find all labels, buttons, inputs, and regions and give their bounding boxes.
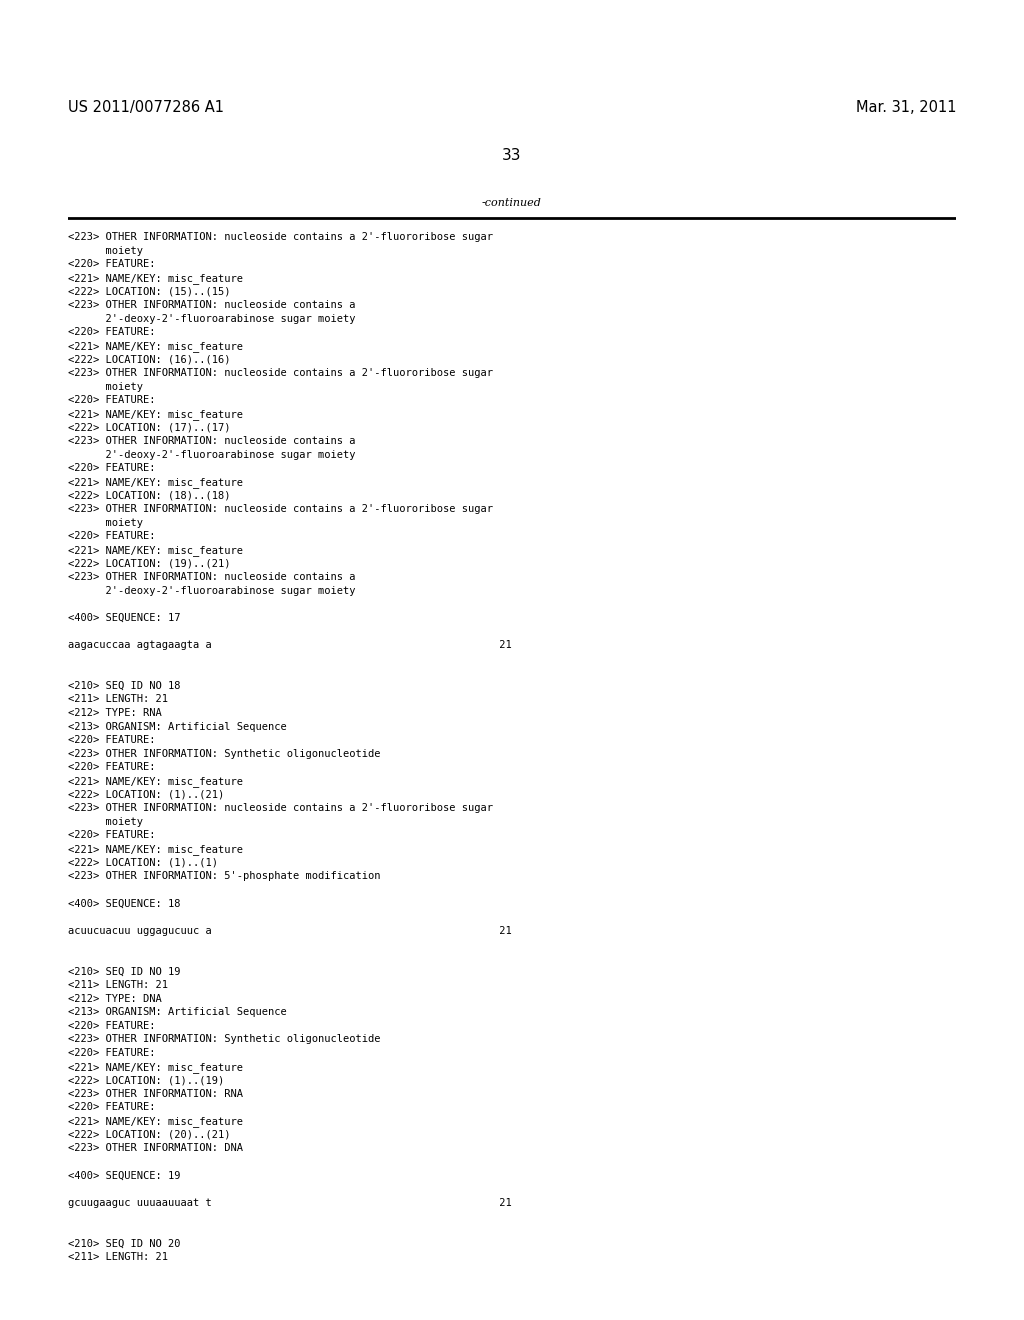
Text: <213> ORGANISM: Artificial Sequence: <213> ORGANISM: Artificial Sequence — [68, 722, 287, 731]
Text: <400> SEQUENCE: 19: <400> SEQUENCE: 19 — [68, 1171, 180, 1180]
Text: <220> FEATURE:: <220> FEATURE: — [68, 395, 156, 405]
Text: <223> OTHER INFORMATION: DNA: <223> OTHER INFORMATION: DNA — [68, 1143, 243, 1154]
Text: <222> LOCATION: (19)..(21): <222> LOCATION: (19)..(21) — [68, 558, 230, 569]
Text: <400> SEQUENCE: 17: <400> SEQUENCE: 17 — [68, 612, 180, 623]
Text: <220> FEATURE:: <220> FEATURE: — [68, 735, 156, 746]
Text: <211> LENGTH: 21: <211> LENGTH: 21 — [68, 1251, 168, 1262]
Text: <223> OTHER INFORMATION: 5'-phosphate modification: <223> OTHER INFORMATION: 5'-phosphate mo… — [68, 871, 381, 882]
Text: <221> NAME/KEY: misc_feature: <221> NAME/KEY: misc_feature — [68, 477, 243, 487]
Text: <220> FEATURE:: <220> FEATURE: — [68, 1102, 156, 1113]
Text: <222> LOCATION: (1)..(21): <222> LOCATION: (1)..(21) — [68, 789, 224, 800]
Text: <223> OTHER INFORMATION: nucleoside contains a: <223> OTHER INFORMATION: nucleoside cont… — [68, 300, 355, 310]
Text: <222> LOCATION: (1)..(19): <222> LOCATION: (1)..(19) — [68, 1076, 224, 1085]
Text: <223> OTHER INFORMATION: RNA: <223> OTHER INFORMATION: RNA — [68, 1089, 243, 1098]
Text: <221> NAME/KEY: misc_feature: <221> NAME/KEY: misc_feature — [68, 341, 243, 351]
Text: <222> LOCATION: (16)..(16): <222> LOCATION: (16)..(16) — [68, 354, 230, 364]
Text: <221> NAME/KEY: misc_feature: <221> NAME/KEY: misc_feature — [68, 1061, 243, 1073]
Text: <223> OTHER INFORMATION: nucleoside contains a: <223> OTHER INFORMATION: nucleoside cont… — [68, 436, 355, 446]
Text: <220> FEATURE:: <220> FEATURE: — [68, 463, 156, 473]
Text: <220> FEATURE:: <220> FEATURE: — [68, 830, 156, 841]
Text: acuucuacuu uggagucuuc a                                              21: acuucuacuu uggagucuuc a 21 — [68, 925, 512, 936]
Text: 2'-deoxy-2'-fluoroarabinose sugar moiety: 2'-deoxy-2'-fluoroarabinose sugar moiety — [68, 586, 355, 595]
Text: 33: 33 — [502, 148, 522, 162]
Text: <221> NAME/KEY: misc_feature: <221> NAME/KEY: misc_feature — [68, 843, 243, 855]
Text: <221> NAME/KEY: misc_feature: <221> NAME/KEY: misc_feature — [68, 409, 243, 420]
Text: <220> FEATURE:: <220> FEATURE: — [68, 1020, 156, 1031]
Text: 2'-deoxy-2'-fluoroarabinose sugar moiety: 2'-deoxy-2'-fluoroarabinose sugar moiety — [68, 450, 355, 459]
Text: moiety: moiety — [68, 517, 143, 528]
Text: <223> OTHER INFORMATION: nucleoside contains a 2'-fluororibose sugar: <223> OTHER INFORMATION: nucleoside cont… — [68, 803, 493, 813]
Text: <221> NAME/KEY: misc_feature: <221> NAME/KEY: misc_feature — [68, 776, 243, 787]
Text: <220> FEATURE:: <220> FEATURE: — [68, 531, 156, 541]
Text: US 2011/0077286 A1: US 2011/0077286 A1 — [68, 100, 224, 115]
Text: -continued: -continued — [482, 198, 542, 209]
Text: gcuugaaguc uuuaauuaat t                                              21: gcuugaaguc uuuaauuaat t 21 — [68, 1197, 512, 1208]
Text: <210> SEQ ID NO 19: <210> SEQ ID NO 19 — [68, 966, 180, 977]
Text: <222> LOCATION: (20)..(21): <222> LOCATION: (20)..(21) — [68, 1130, 230, 1139]
Text: <220> FEATURE:: <220> FEATURE: — [68, 259, 156, 269]
Text: <220> FEATURE:: <220> FEATURE: — [68, 327, 156, 337]
Text: <221> NAME/KEY: misc_feature: <221> NAME/KEY: misc_feature — [68, 545, 243, 556]
Text: <223> OTHER INFORMATION: Synthetic oligonucleotide: <223> OTHER INFORMATION: Synthetic oligo… — [68, 748, 381, 759]
Text: <220> FEATURE:: <220> FEATURE: — [68, 1048, 156, 1059]
Text: <400> SEQUENCE: 18: <400> SEQUENCE: 18 — [68, 899, 180, 908]
Text: <220> FEATURE:: <220> FEATURE: — [68, 763, 156, 772]
Text: <223> OTHER INFORMATION: nucleoside contains a: <223> OTHER INFORMATION: nucleoside cont… — [68, 572, 355, 582]
Text: <223> OTHER INFORMATION: nucleoside contains a 2'-fluororibose sugar: <223> OTHER INFORMATION: nucleoside cont… — [68, 504, 493, 513]
Text: moiety: moiety — [68, 381, 143, 392]
Text: <223> OTHER INFORMATION: Synthetic oligonucleotide: <223> OTHER INFORMATION: Synthetic oligo… — [68, 1035, 381, 1044]
Text: <221> NAME/KEY: misc_feature: <221> NAME/KEY: misc_feature — [68, 1115, 243, 1127]
Text: moiety: moiety — [68, 246, 143, 256]
Text: <223> OTHER INFORMATION: nucleoside contains a 2'-fluororibose sugar: <223> OTHER INFORMATION: nucleoside cont… — [68, 368, 493, 378]
Text: <212> TYPE: RNA: <212> TYPE: RNA — [68, 708, 162, 718]
Text: aagacuccaa agtagaagta a                                              21: aagacuccaa agtagaagta a 21 — [68, 640, 512, 649]
Text: <222> LOCATION: (1)..(1): <222> LOCATION: (1)..(1) — [68, 858, 218, 867]
Text: Mar. 31, 2011: Mar. 31, 2011 — [855, 100, 956, 115]
Text: <210> SEQ ID NO 18: <210> SEQ ID NO 18 — [68, 681, 180, 690]
Text: <223> OTHER INFORMATION: nucleoside contains a 2'-fluororibose sugar: <223> OTHER INFORMATION: nucleoside cont… — [68, 232, 493, 242]
Text: <210> SEQ ID NO 20: <210> SEQ ID NO 20 — [68, 1238, 180, 1249]
Text: <222> LOCATION: (18)..(18): <222> LOCATION: (18)..(18) — [68, 491, 230, 500]
Text: <222> LOCATION: (15)..(15): <222> LOCATION: (15)..(15) — [68, 286, 230, 297]
Text: <221> NAME/KEY: misc_feature: <221> NAME/KEY: misc_feature — [68, 273, 243, 284]
Text: moiety: moiety — [68, 817, 143, 826]
Text: <222> LOCATION: (17)..(17): <222> LOCATION: (17)..(17) — [68, 422, 230, 433]
Text: 2'-deoxy-2'-fluoroarabinose sugar moiety: 2'-deoxy-2'-fluoroarabinose sugar moiety — [68, 314, 355, 323]
Text: <213> ORGANISM: Artificial Sequence: <213> ORGANISM: Artificial Sequence — [68, 1007, 287, 1018]
Text: <211> LENGTH: 21: <211> LENGTH: 21 — [68, 694, 168, 705]
Text: <212> TYPE: DNA: <212> TYPE: DNA — [68, 994, 162, 1003]
Text: <211> LENGTH: 21: <211> LENGTH: 21 — [68, 979, 168, 990]
